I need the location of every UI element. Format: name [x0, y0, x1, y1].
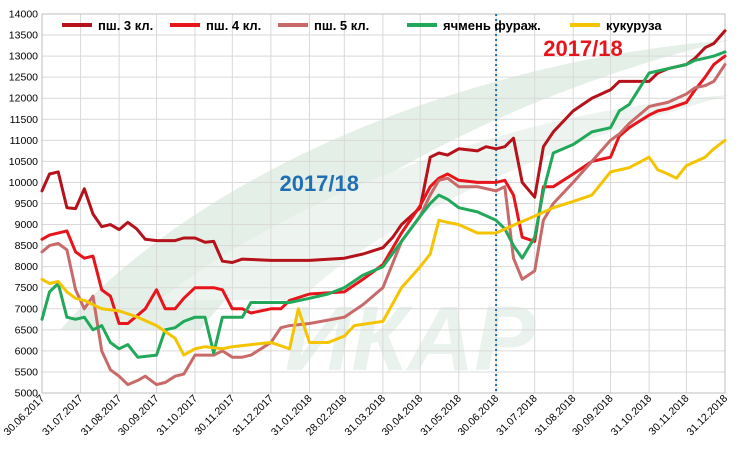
y-tick-label: 10500 [9, 156, 38, 168]
series-line-1 [40, 29, 727, 264]
y-axis-tick-labels: 5000 5500 6000 6500 7000 7500 8000 8500 9000 9500… [9, 9, 38, 400]
y-tick-label: 12000 [9, 93, 38, 105]
y-tick-label: 6500 [15, 324, 39, 336]
legend-label-1: пш. 3 кл. [98, 18, 153, 33]
series-line-4 [40, 50, 727, 359]
plot-area-border [41, 13, 726, 394]
y-tick-label: 9500 [15, 198, 39, 210]
legend-label-5: кукуруза [606, 18, 662, 33]
y-tick-label: 13500 [9, 30, 38, 42]
y-tick-label: 9000 [15, 219, 39, 231]
series-lines [40, 29, 727, 387]
season-annotations: 2017/18 2017/18 [279, 36, 622, 196]
y-tick-label: 8500 [15, 240, 39, 252]
legend-label-2: пш. 4 кл. [206, 18, 261, 33]
season-label-1: 2017/18 [279, 171, 359, 196]
y-tick-label: 8000 [15, 261, 39, 273]
y-tick-label: 7000 [15, 303, 39, 315]
y-tick-label: 6000 [15, 345, 39, 357]
watermark-logo-text: ИКАР [285, 288, 536, 390]
legend-label-4: ячмень фураж. [443, 18, 541, 33]
y-tick-label: 14000 [9, 9, 38, 21]
series-line-5 [40, 138, 727, 357]
legend: пш. 3 кл. пш. 4 кл. пш. 5 кл. ячмень фураж.… [62, 18, 662, 33]
season-label-2: 2017/18 [543, 36, 623, 61]
legend-label-3: пш. 5 кл. [314, 18, 369, 33]
y-tick-label: 12500 [9, 72, 38, 84]
y-tick-label: 11500 [10, 114, 39, 126]
y-tick-label: 5000 [15, 388, 39, 400]
y-tick-label: 7500 [15, 282, 39, 294]
y-tick-label: 5500 [15, 366, 39, 378]
y-tick-label: 11000 [10, 135, 39, 147]
y-tick-label: 10000 [9, 177, 38, 189]
y-tick-label: 13000 [9, 51, 38, 63]
series-line-3 [40, 63, 727, 387]
axes [41, 13, 726, 394]
